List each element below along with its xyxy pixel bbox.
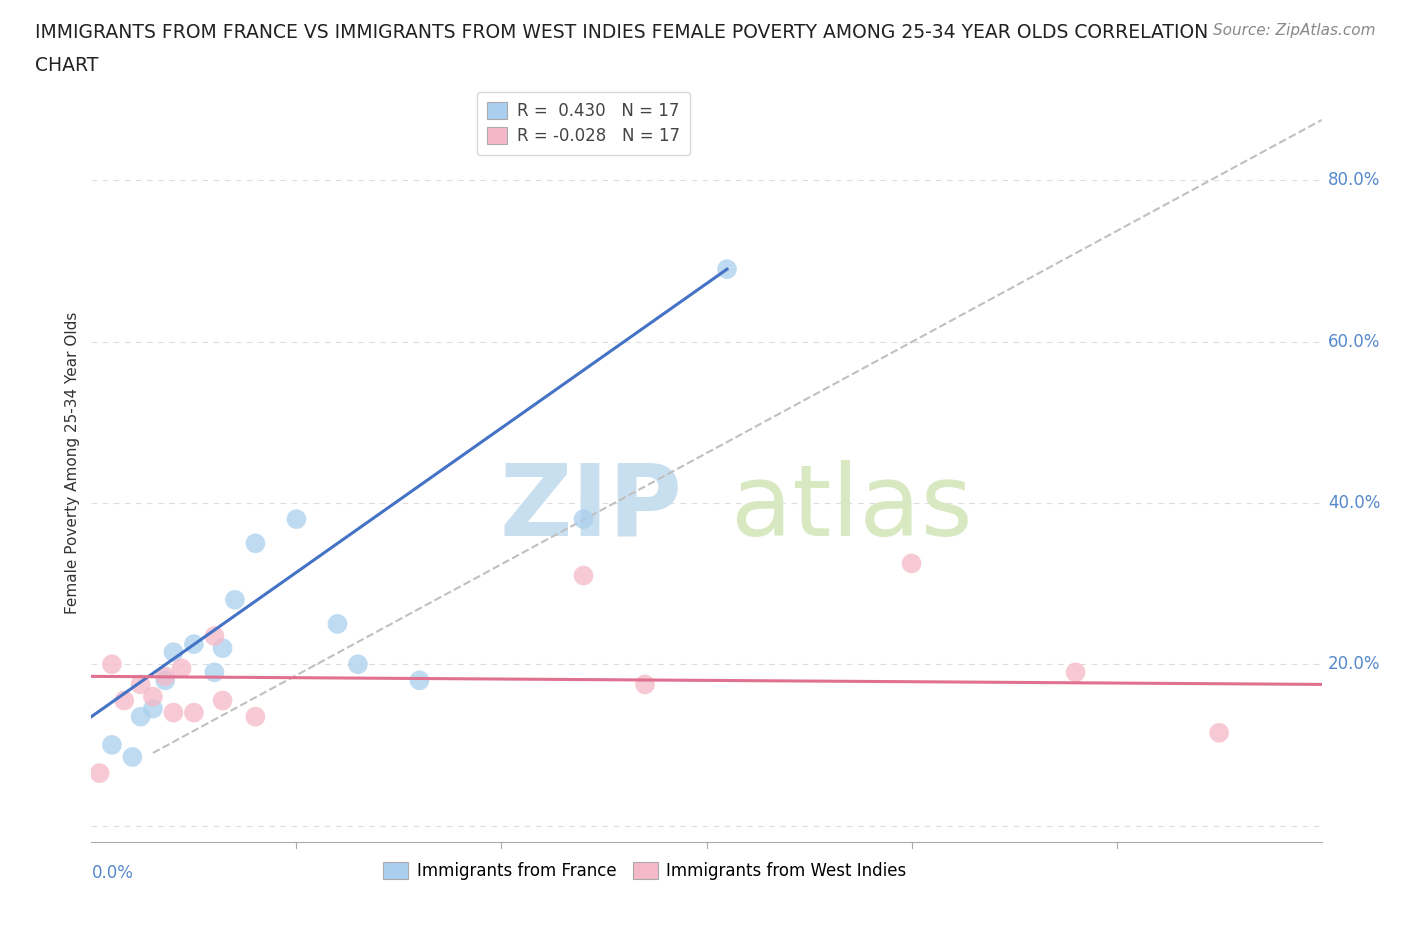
Text: 80.0%: 80.0% — [1327, 171, 1381, 190]
Point — [183, 705, 205, 720]
Point — [153, 669, 177, 684]
Point — [162, 644, 184, 659]
Point — [572, 512, 595, 526]
Text: CHART: CHART — [35, 56, 98, 74]
Point — [211, 693, 233, 708]
Point — [1208, 725, 1230, 740]
Point — [129, 677, 152, 692]
Point — [1064, 665, 1087, 680]
Text: 20.0%: 20.0% — [1327, 656, 1381, 673]
Point — [245, 710, 267, 724]
Point — [121, 750, 143, 764]
Point — [572, 568, 595, 583]
Point — [900, 556, 922, 571]
Text: atlas: atlas — [731, 459, 973, 557]
Text: 40.0%: 40.0% — [1327, 494, 1381, 512]
Point — [112, 693, 135, 708]
Point — [245, 536, 267, 551]
Point — [162, 705, 184, 720]
Text: Source: ZipAtlas.com: Source: ZipAtlas.com — [1212, 23, 1375, 38]
Point — [347, 657, 370, 671]
Point — [224, 592, 246, 607]
Point — [89, 765, 111, 780]
Point — [101, 657, 124, 671]
Point — [142, 701, 165, 716]
Y-axis label: Female Poverty Among 25-34 Year Olds: Female Poverty Among 25-34 Year Olds — [65, 312, 80, 614]
Point — [101, 737, 124, 752]
Point — [170, 661, 193, 676]
Point — [716, 261, 738, 276]
Point — [129, 710, 152, 724]
Point — [142, 689, 165, 704]
Point — [285, 512, 308, 526]
Point — [153, 673, 177, 688]
Text: 0.0%: 0.0% — [91, 864, 134, 883]
Text: 60.0%: 60.0% — [1327, 333, 1381, 351]
Point — [202, 665, 225, 680]
Point — [326, 617, 349, 631]
Point — [183, 637, 205, 652]
Legend: Immigrants from France, Immigrants from West Indies: Immigrants from France, Immigrants from … — [377, 855, 914, 886]
Text: ZIP: ZIP — [499, 459, 682, 557]
Text: IMMIGRANTS FROM FRANCE VS IMMIGRANTS FROM WEST INDIES FEMALE POVERTY AMONG 25-34: IMMIGRANTS FROM FRANCE VS IMMIGRANTS FRO… — [35, 23, 1208, 42]
Point — [202, 629, 225, 644]
Point — [634, 677, 657, 692]
Point — [408, 673, 430, 688]
Point — [211, 641, 233, 656]
